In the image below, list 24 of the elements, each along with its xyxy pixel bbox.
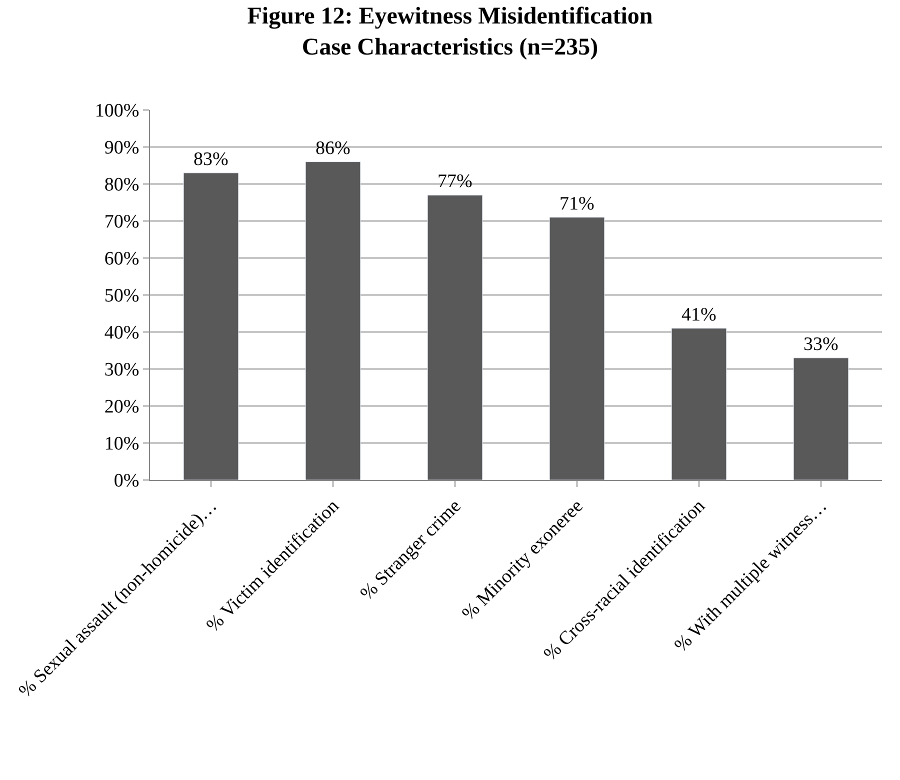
data-label: 71% (560, 193, 594, 214)
bar (793, 358, 849, 480)
y-tick-label: 90% (104, 138, 140, 159)
data-label: 41% (682, 304, 716, 326)
y-tick-label: 10% (104, 434, 140, 455)
y-tick-label: 60% (104, 248, 140, 270)
y-tick-label: 30% (104, 360, 140, 381)
y-tick-label: 20% (104, 396, 140, 418)
data-label: 33% (804, 334, 838, 355)
bar (427, 194, 483, 480)
y-tick-label: 100% (94, 100, 140, 122)
bar (183, 172, 239, 480)
bar (671, 328, 727, 480)
data-label: 86% (316, 138, 350, 159)
y-tick-label: 40% (104, 322, 140, 344)
y-tick-label: 50% (104, 286, 140, 307)
bar (305, 162, 361, 480)
y-tick-label: 0% (114, 470, 140, 492)
y-tick-label: 70% (104, 212, 140, 233)
data-label: 77% (438, 171, 472, 192)
chart-title: Figure 12: Eyewitness Misidentification Case Characteristics (n=235) (247, 3, 653, 61)
data-label: 83% (194, 148, 228, 170)
bar (549, 217, 605, 480)
y-tick-label: 80% (104, 174, 140, 196)
